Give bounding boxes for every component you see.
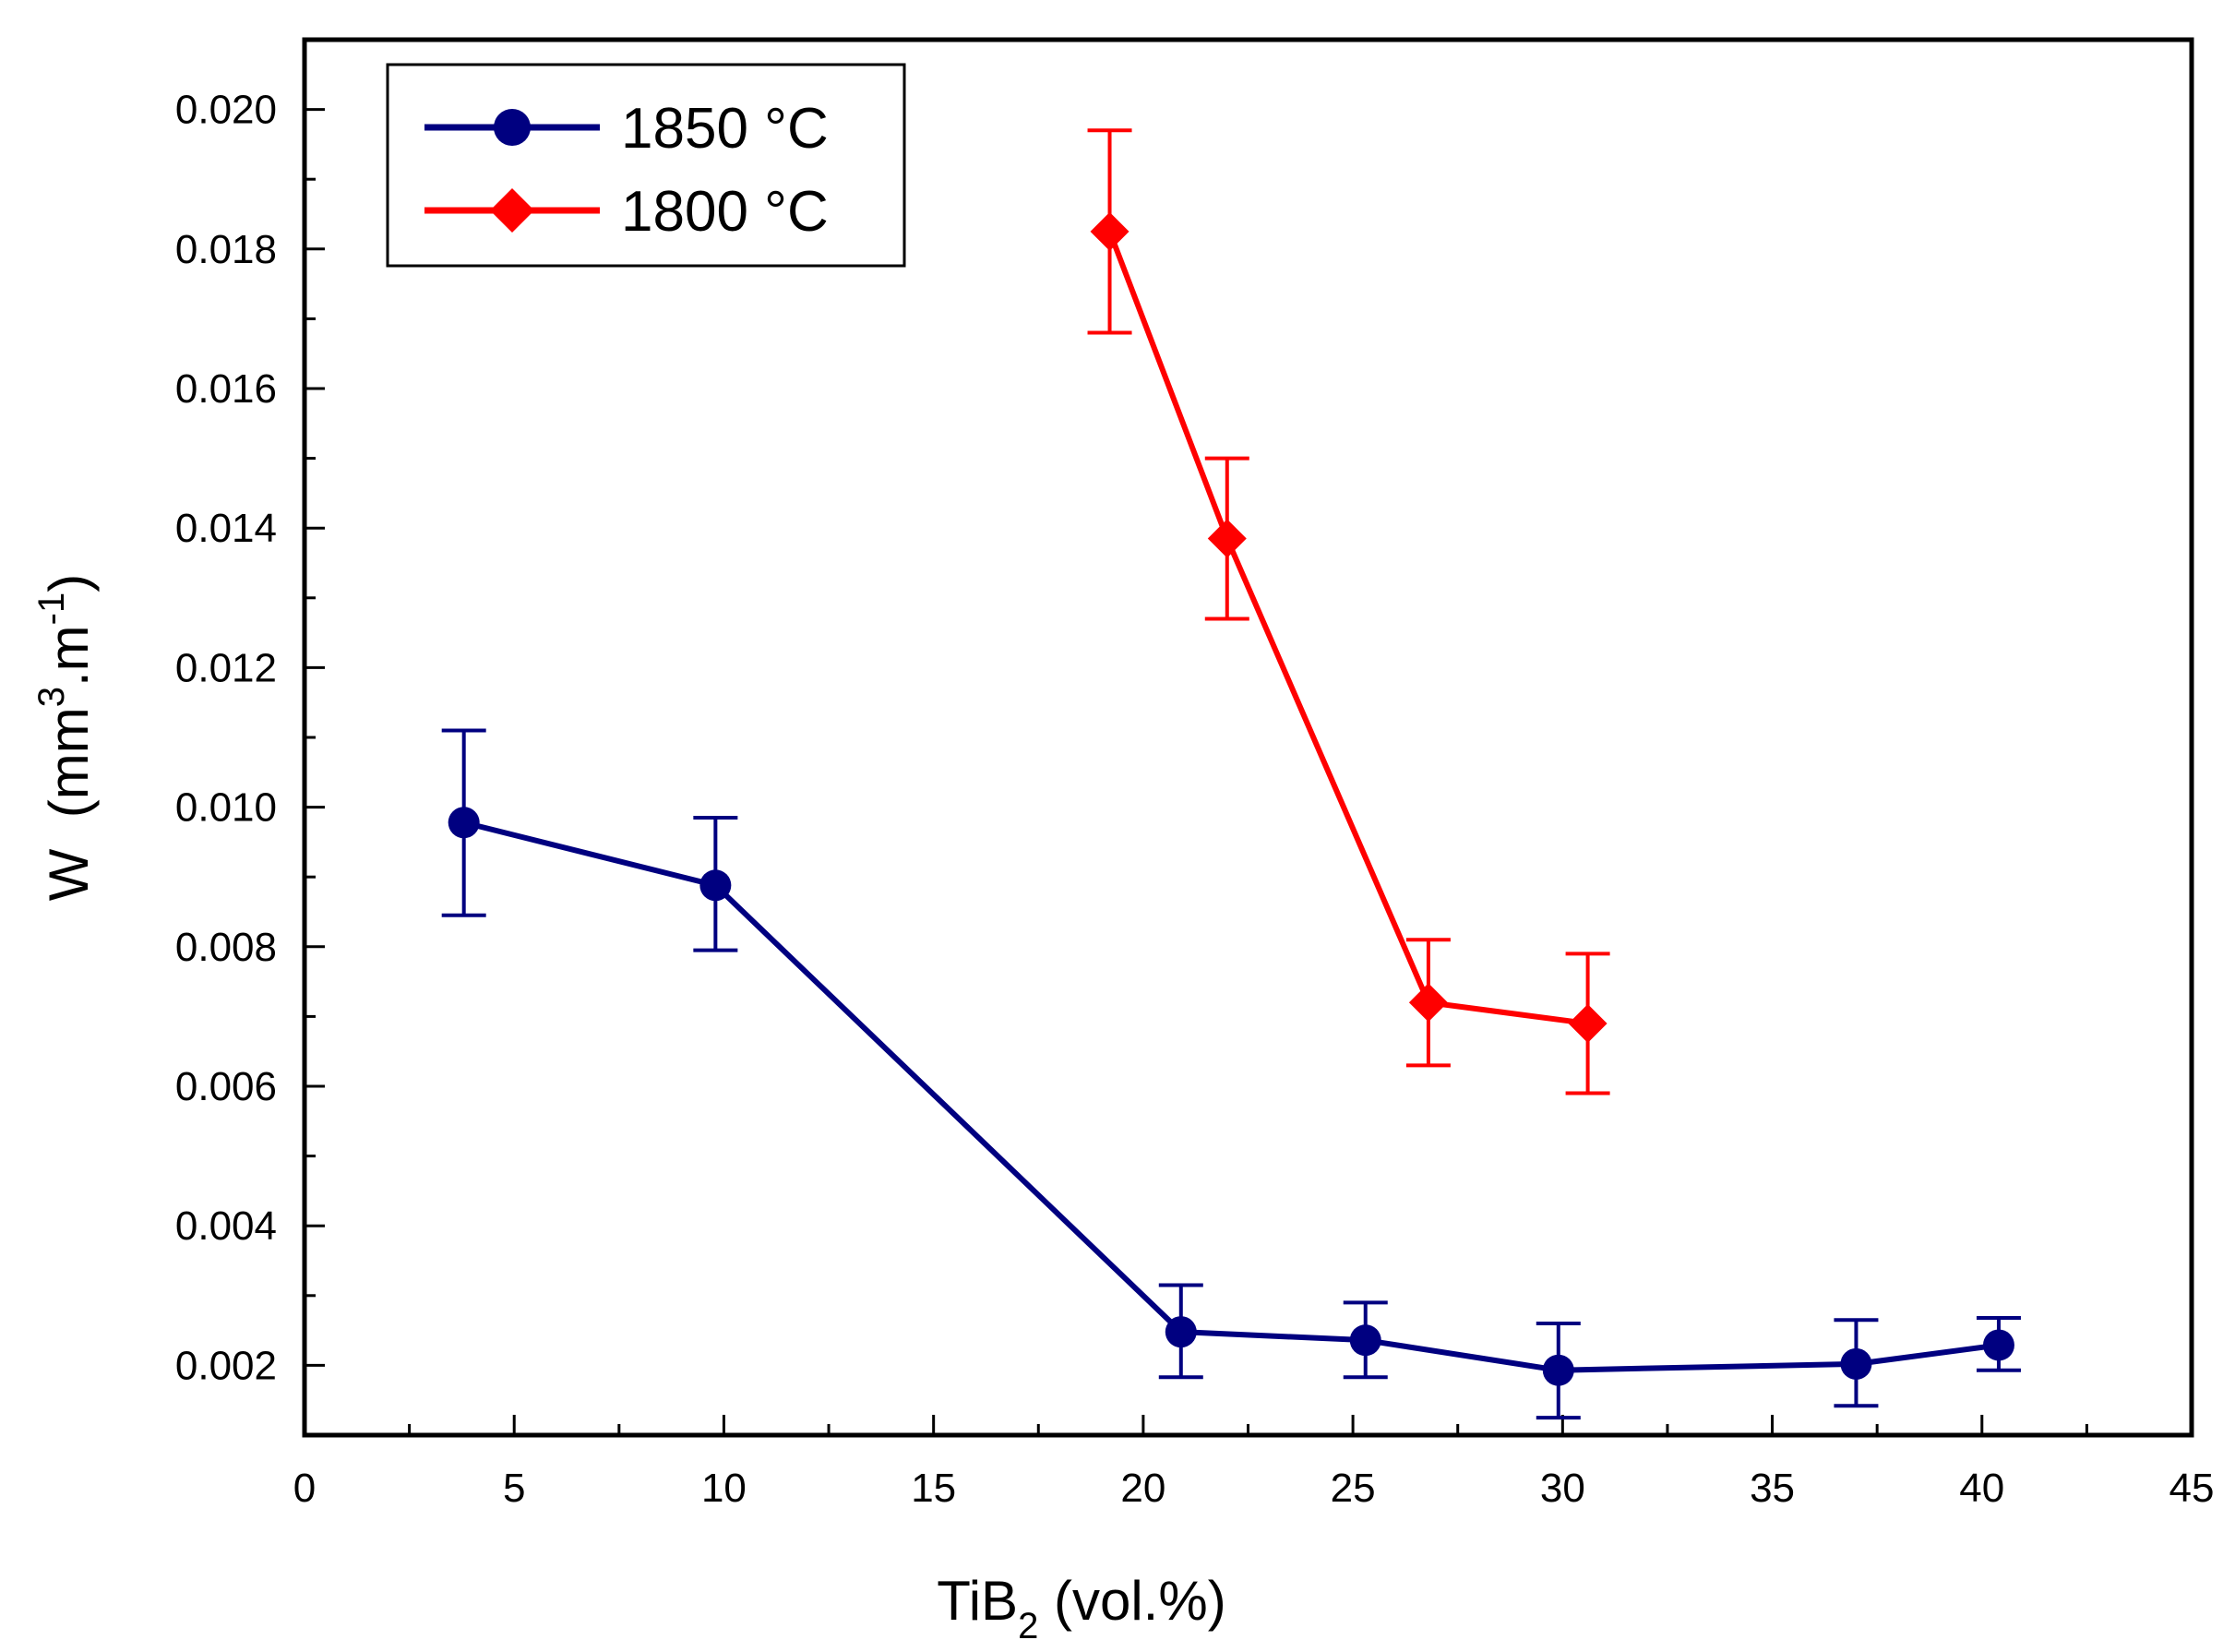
- x-axis-title: TiB2 (vol.%): [937, 1570, 1225, 1646]
- data-point: [699, 869, 732, 902]
- y-tick-label: 0.016: [175, 366, 277, 412]
- x-tick-label: 25: [1331, 1466, 1376, 1511]
- x-tick-label: 10: [701, 1466, 747, 1511]
- x-tick-label: 35: [1750, 1466, 1795, 1511]
- data-point: [1207, 519, 1247, 558]
- y-tick-label: 0.014: [175, 506, 277, 551]
- data-point: [1090, 211, 1129, 251]
- x-tick-label: 5: [503, 1466, 525, 1511]
- legend-label-1800: 1800 °C: [621, 180, 829, 244]
- data-point: [1982, 1329, 2014, 1361]
- x-tick-label: 30: [1540, 1466, 1585, 1511]
- x-tick-label: 15: [911, 1466, 956, 1511]
- legend-marker-1850: [494, 109, 531, 146]
- legend-marker-1800: [490, 188, 534, 233]
- data-point: [1568, 1003, 1608, 1043]
- y-tick-label: 0.012: [175, 645, 277, 690]
- plot-frame: [302, 37, 2194, 1438]
- data-point: [1840, 1347, 1872, 1380]
- y-axis-title: W (mm3.m-1): [31, 574, 100, 901]
- data-point: [1542, 1354, 1574, 1386]
- y-tick-label: 0.008: [175, 925, 277, 970]
- series-layer: [441, 128, 2021, 1420]
- data-point: [1165, 1316, 1197, 1348]
- legend-label-1850: 1850 °C: [621, 97, 829, 161]
- y-tick-label: 0.020: [175, 88, 277, 133]
- series-0: [441, 728, 2021, 1420]
- x-tick-label: 40: [1959, 1466, 2004, 1511]
- y-tick-label: 0.002: [175, 1343, 277, 1388]
- legend-box: [386, 63, 906, 268]
- data-point: [448, 807, 480, 839]
- ticks-layer: 0 5 10 15 20 25 30 35 40 45 0.002 0.004 0.006 0.008 0.…: [175, 38, 2215, 1511]
- y-tick-label: 0.010: [175, 785, 277, 831]
- x-tick-label: 45: [2169, 1466, 2215, 1511]
- data-point: [1349, 1324, 1381, 1357]
- legend: 1850 °C 1800 °C: [386, 63, 906, 268]
- series-line: [1106, 230, 1588, 1026]
- x-tick-label: 20: [1120, 1466, 1165, 1511]
- series-1: [1087, 128, 1610, 1095]
- data-point: [1408, 983, 1448, 1023]
- y-tick-label: 0.018: [175, 227, 277, 272]
- y-tick-label: 0.004: [175, 1203, 277, 1249]
- y-tick-label: 0.006: [175, 1064, 277, 1109]
- x-tick-label: 0: [293, 1466, 316, 1511]
